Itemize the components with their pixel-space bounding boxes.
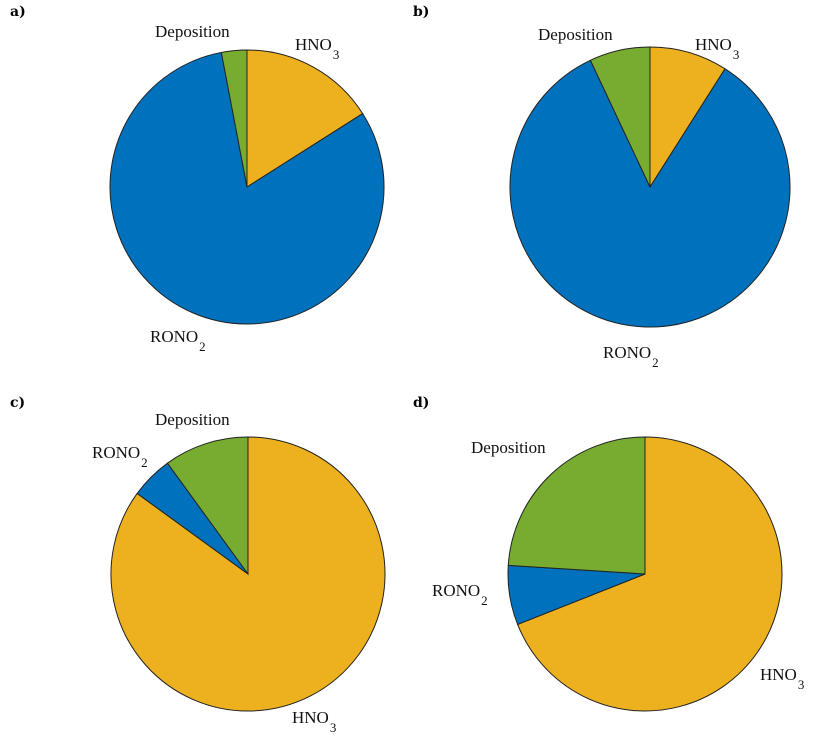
pie-panel-1: a) HNO3 RONO2 Deposition — [10, 4, 385, 354]
pie-slice-hno3 — [516, 436, 783, 712]
slice-label-deposition: Deposition — [538, 25, 613, 44]
pie-slice-deposition — [589, 46, 651, 188]
pie-slice-deposition — [507, 436, 646, 575]
pie-slice-hno3 — [649, 46, 726, 189]
pie-slice-deposition — [220, 49, 248, 188]
slice-label-rono2: RONO2 — [92, 443, 148, 470]
slice-label-hno3: HNO3 — [295, 35, 339, 62]
slice-label-deposition: Deposition — [471, 438, 546, 457]
pie-slice-hno3 — [246, 49, 364, 188]
pie-panel-2: b) HNO3 RONO2 Deposition — [413, 4, 791, 370]
slice-label-hno3: HNO3 — [760, 665, 804, 692]
panel-letter: a) — [10, 4, 26, 20]
pie-slice-rono2 — [509, 59, 791, 328]
slice-label-hno3: HNO3 — [292, 708, 336, 735]
panel-letter: b) — [413, 4, 429, 20]
pie-slice-rono2 — [109, 51, 385, 325]
slice-label-rono2: RONO2 — [432, 581, 488, 608]
slice-label-rono2: RONO2 — [603, 343, 659, 370]
pie-slice-deposition — [166, 436, 249, 576]
slice-label-hno3: HNO3 — [695, 35, 739, 62]
pie-panel-3: c) HNO3 RONO2 Deposition — [10, 395, 386, 735]
panel-letter: c) — [10, 395, 25, 411]
slice-label-rono2: RONO2 — [150, 327, 206, 354]
panel-letter: d) — [413, 395, 429, 411]
slice-label-deposition: Deposition — [155, 410, 230, 429]
slice-label-deposition: Deposition — [155, 22, 230, 41]
pie-panel-4: d) HNO3 RONO2 Deposition — [413, 395, 804, 712]
